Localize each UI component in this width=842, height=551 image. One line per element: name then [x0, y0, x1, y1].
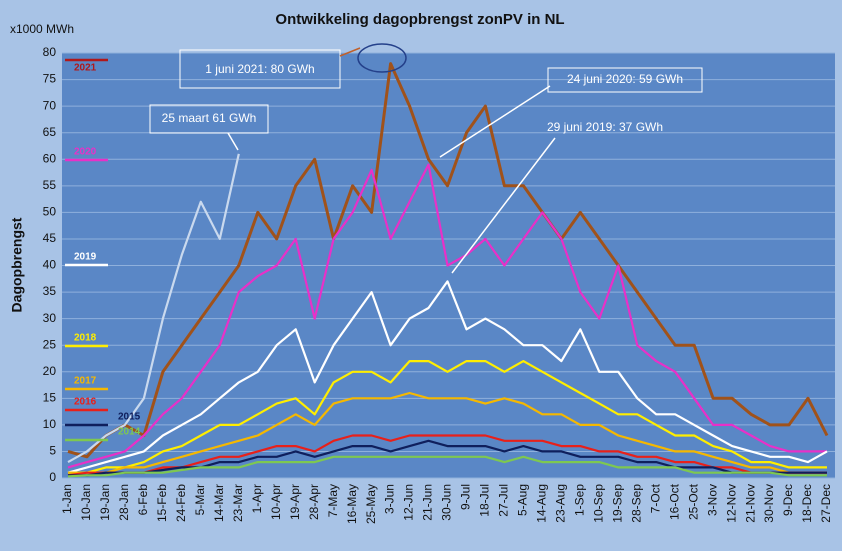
- x-tick-label: 23-Mar: [231, 484, 245, 522]
- y-tick-label: 55: [43, 178, 57, 192]
- annotation: 1 juni 2021: 80 GWh: [205, 62, 314, 76]
- x-tick-label: 15-Feb: [155, 484, 169, 522]
- x-tick-label: 19-Apr: [288, 484, 302, 520]
- x-tick-label: 9-Dec: [781, 484, 795, 516]
- series-line: [67, 455, 827, 478]
- x-tick-label: 27-Dec: [819, 484, 833, 523]
- x-tick-label: 5-Aug: [516, 484, 530, 516]
- x-tick-label: 25-Oct: [686, 483, 700, 520]
- series-line: [67, 62, 829, 459]
- series-line: [67, 163, 827, 469]
- series-line: [67, 153, 240, 464]
- x-tick-label: 21-Nov: [743, 484, 757, 523]
- annotation: 29 juni 2019: 37 GWh: [547, 120, 663, 134]
- y-tick-label: 30: [43, 311, 57, 325]
- x-tick-label: 1-Jan: [60, 484, 74, 514]
- y-tick-label: 60: [43, 151, 57, 165]
- legend-label: 2019: [74, 252, 97, 263]
- y-tick-label: 40: [43, 258, 57, 272]
- x-tick-label: 7-Oct: [648, 483, 662, 513]
- x-tick-label: 18-Jul: [478, 484, 492, 517]
- y-tick-label: 35: [43, 284, 57, 298]
- annotations: 1 juni 2021: 80 GWh 24 juni 2020: 59 GWh…: [149, 43, 703, 274]
- x-tick-label: 5-Mar: [193, 484, 207, 515]
- y-tick-label: 15: [43, 390, 57, 404]
- x-tick-label: 30-Jun: [440, 484, 454, 521]
- x-tick-label: 28-Apr: [307, 484, 321, 520]
- series-line: [67, 434, 827, 477]
- annotation-box: [149, 104, 269, 134]
- x-tick-label: 6-Feb: [136, 484, 150, 516]
- x-tick-label: 19-Jan: [98, 484, 112, 521]
- x-tick-label: 10-Apr: [269, 484, 283, 520]
- x-tick-label: 21-Jun: [421, 484, 435, 521]
- x-tick-label: 1-Sep: [572, 484, 586, 516]
- series-line: [68, 391, 827, 474]
- y-tick-label: 70: [43, 98, 57, 112]
- x-tick-label: 18-Dec: [800, 484, 814, 523]
- x-tick-label: 16-May: [345, 484, 359, 524]
- x-tick-label: 30-Nov: [762, 484, 776, 523]
- legend-label: 2017: [74, 376, 97, 387]
- x-tick-label: 25-May: [364, 484, 378, 524]
- y-unit: x1000 MWh: [10, 22, 74, 36]
- x-tick-label: 28-Sep: [629, 484, 643, 523]
- x-tick-label: 3-Jun: [383, 484, 397, 514]
- x-tick-label: 3-Nov: [705, 484, 719, 516]
- x-tick-label: 12-Nov: [724, 484, 738, 523]
- series-line: [68, 360, 827, 474]
- annotation-box: [179, 49, 341, 89]
- annotation-circle: [357, 43, 407, 73]
- y-tick-label: 0: [49, 470, 56, 484]
- x-tick-label: 19-Sep: [610, 484, 624, 523]
- x-tick-label: 16-Oct: [667, 483, 681, 520]
- y-tick-label: 80: [43, 45, 57, 59]
- legend-label: 2018: [74, 333, 97, 344]
- annotation-arrow: [227, 132, 239, 151]
- y-tick-label: 25: [43, 337, 57, 351]
- x-tick-label: 23-Aug: [554, 484, 568, 523]
- y-tick-label: 20: [43, 364, 57, 378]
- chart-title: Ontwikkeling dagopbrengst zonPV in NL: [275, 11, 564, 28]
- x-tick-label: 12-Jun: [402, 484, 416, 521]
- annotation: 25 maart 61 GWh: [162, 111, 257, 125]
- y-tick-label: 45: [43, 231, 57, 245]
- x-tick-label: 24-Feb: [174, 484, 188, 522]
- legend-label: 2020: [74, 147, 97, 158]
- x-tick-label: 7-May: [326, 484, 340, 517]
- annotation-arrow: [339, 47, 361, 57]
- x-tick-label: 9-Jul: [459, 484, 473, 510]
- y-tick-label: 5: [49, 444, 56, 458]
- series-line: [67, 280, 828, 474]
- legend-label: 2014: [118, 427, 141, 438]
- x-tick-label: 14-Aug: [535, 484, 549, 523]
- y-tick-label: 10: [43, 417, 57, 431]
- legend-label: 2021: [74, 63, 97, 74]
- x-tick-label: 28-Jan: [117, 484, 131, 521]
- legend-label: 2016: [74, 397, 97, 408]
- annotation-arrow: [451, 137, 556, 274]
- y-tick-label: 75: [43, 72, 57, 86]
- x-tick-label: 1-Apr: [250, 484, 264, 513]
- annotation-arrow: [439, 85, 551, 158]
- legend-label: 2015: [118, 412, 141, 423]
- annotation-box: [547, 67, 703, 93]
- annotation: 24 juni 2020: 59 GWh: [567, 72, 683, 86]
- y-tick-label: 65: [43, 125, 57, 139]
- y-axis-label: Dagopbrengst: [9, 217, 25, 312]
- x-tick-label: 10-Sep: [591, 484, 605, 523]
- x-tick-label: 27-Jul: [497, 484, 511, 517]
- x-tick-label: 14-Mar: [212, 484, 226, 522]
- x-tick-label: 10-Jan: [79, 484, 93, 521]
- y-tick-label: 50: [43, 205, 57, 219]
